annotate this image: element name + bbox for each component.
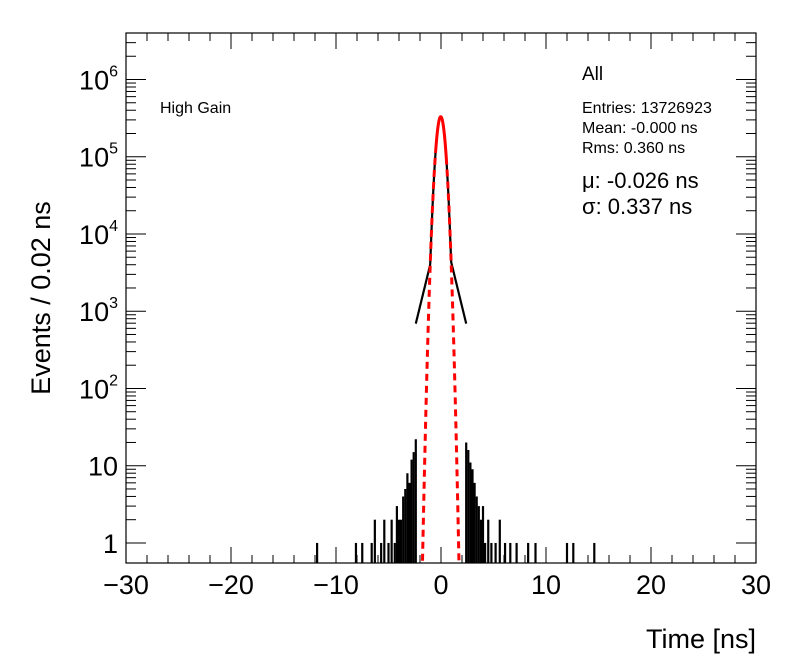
x-axis-label: Time [ns] (646, 624, 756, 654)
x-tick-label: −30 (103, 570, 149, 600)
stats-title: All (582, 64, 603, 85)
y-tick-label: 105 (79, 141, 118, 173)
y-tick-label: 103 (79, 295, 118, 327)
x-tick-label: 20 (636, 570, 666, 600)
y-tick-label: 10 (88, 452, 118, 482)
y-axis-label: Events / 0.02 ns (26, 201, 56, 395)
x-tick-label: −10 (313, 570, 359, 600)
y-axis: 1 10 102 103 104 105 106 (79, 32, 756, 559)
histogram-series (316, 115, 596, 563)
fit-mu: μ: -0.026 ns (582, 168, 699, 193)
fit-sigma: σ: 0.337 ns (582, 194, 692, 219)
y-tick-label: 102 (79, 372, 118, 404)
x-tick-label: 0 (433, 570, 448, 600)
histogram-core (414, 115, 468, 324)
fit-curve-solid (434, 115, 448, 158)
x-tick-label: 10 (531, 570, 561, 600)
fit-curve-left-dashed (421, 149, 438, 561)
x-tick-label: −20 (208, 570, 254, 600)
gain-label: High Gain (160, 100, 231, 117)
stats-rms: Rms: 0.360 ns (582, 140, 685, 157)
x-axis: −30 −20 −10 0 10 20 30 (103, 33, 771, 600)
x-tick-label: 30 (741, 570, 771, 600)
stats-mean: Mean: -0.000 ns (582, 120, 698, 137)
stats-entries: Entries: 13726923 (582, 100, 712, 117)
y-tick-label: 1 (103, 529, 118, 559)
y-tick-label: 106 (79, 64, 118, 96)
fit-curve-right-dashed (444, 157, 461, 562)
y-tick-label: 104 (79, 218, 118, 250)
gaussian-fit-curve (421, 115, 461, 562)
